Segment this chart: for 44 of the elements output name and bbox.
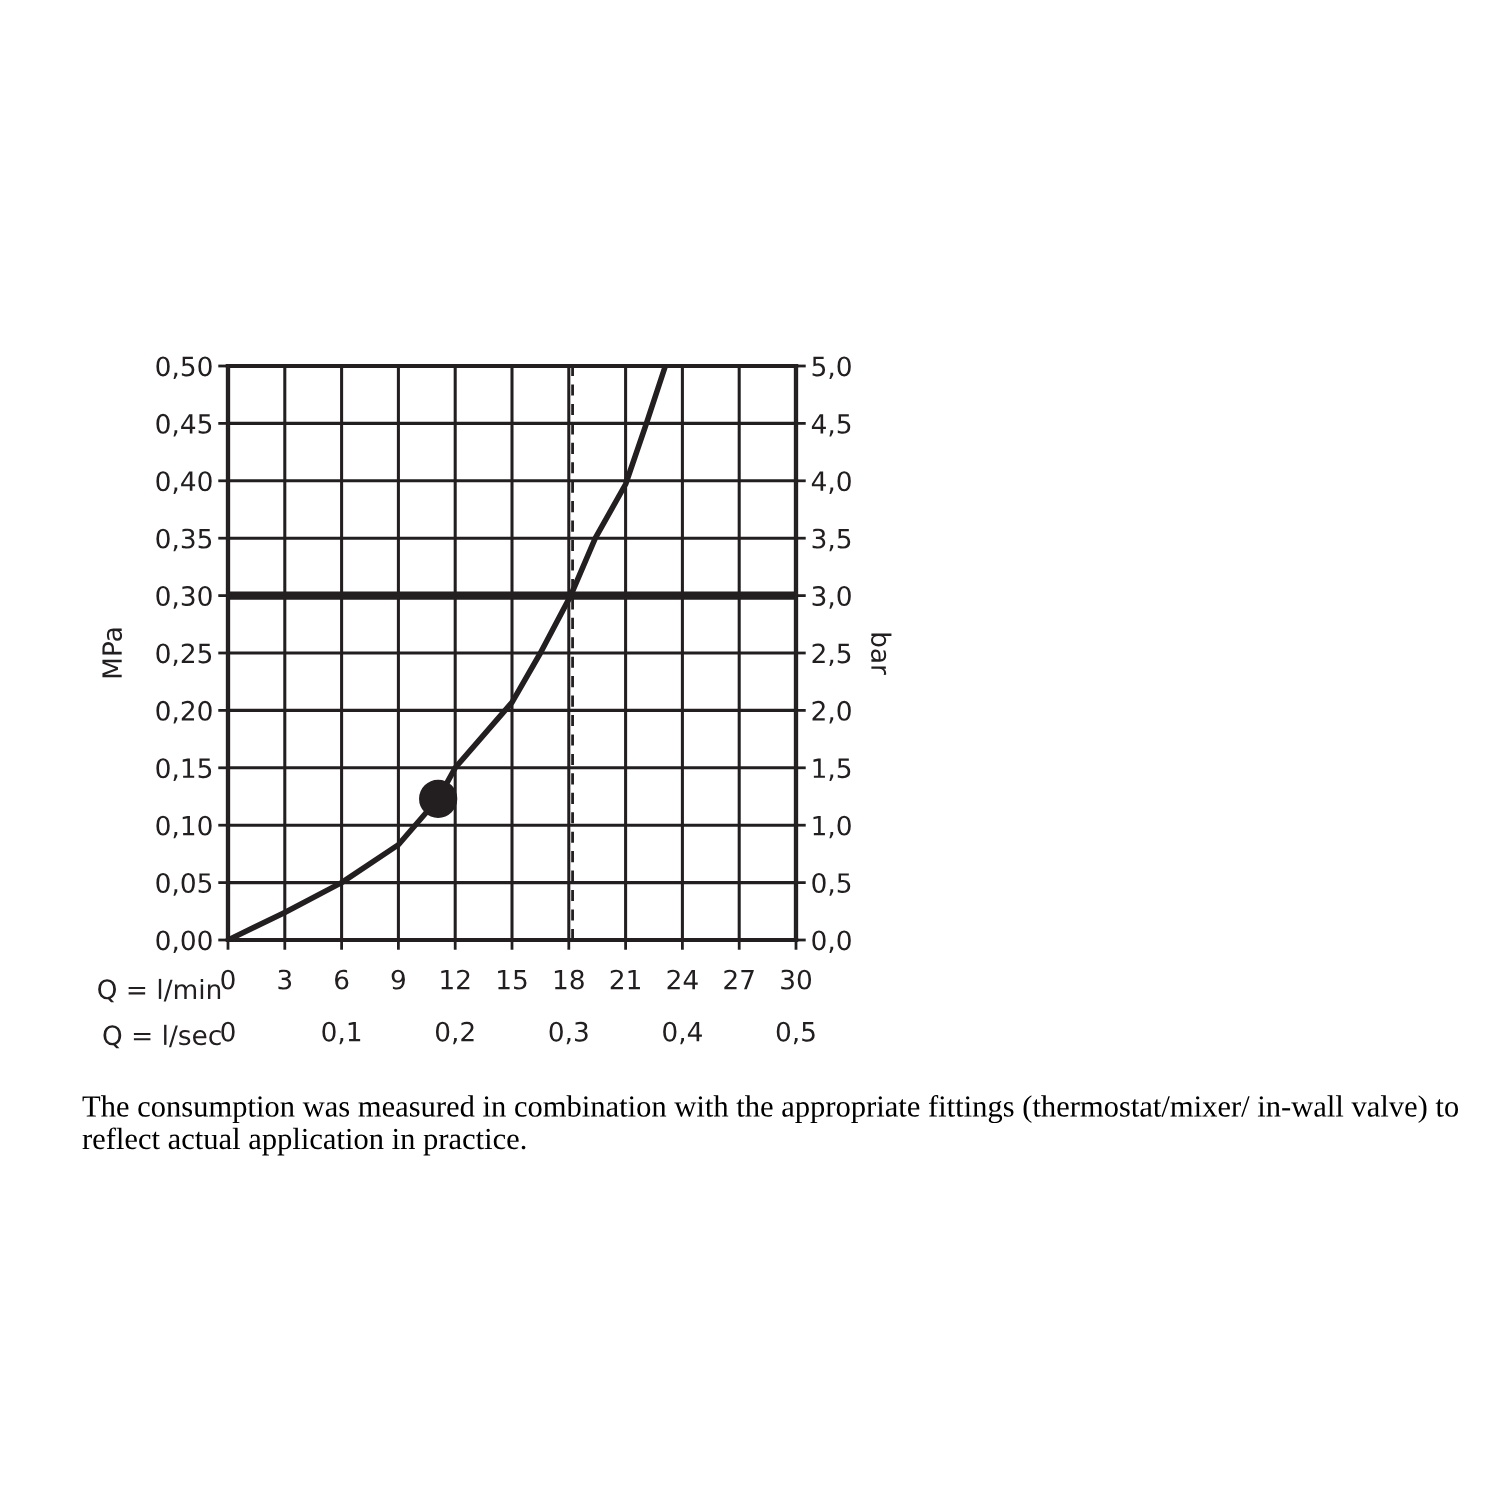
x-tick-label: 21: [610, 969, 640, 990]
x-tick-label: 15: [498, 969, 527, 990]
x-tick-label: 9: [391, 969, 405, 990]
y2-tick-label: 3,0: [812, 586, 851, 609]
y-tick-label: 0,45: [156, 413, 212, 437]
x2-tick-label: 0: [221, 1021, 235, 1042]
y-tick-label: 0,20: [156, 700, 212, 724]
x2-tick-label: 0,3: [549, 1021, 588, 1045]
y2-tick-label: 3,5: [812, 528, 851, 552]
x2-tick-label: 0,2: [435, 1021, 474, 1045]
x2-tick-label: 0,5: [776, 1021, 815, 1045]
y2-tick-label: 1,5: [813, 758, 851, 781]
y-tick-label: 0,25: [156, 643, 212, 667]
y2-tick-label: 1,0: [813, 815, 851, 839]
x-tick-label: 6: [335, 969, 349, 990]
y2-axis-title: bar: [871, 633, 892, 675]
y-tick-label: 0,15: [156, 758, 212, 781]
y2-tick-label: 2,0: [812, 700, 851, 724]
y-tick-label: 0,00: [156, 930, 212, 954]
y2-tick-label: 5,0: [812, 356, 851, 380]
x-tick-label: 24: [667, 969, 698, 990]
x2-tick-label: 0,4: [663, 1021, 702, 1045]
x-tick-label: 0: [221, 969, 235, 990]
x2-tick-label: 0,1: [322, 1021, 361, 1045]
x-tick-label: 3: [278, 969, 292, 990]
y-tick-label: 0,35: [156, 528, 212, 552]
x-tick-label: 30: [781, 969, 812, 990]
x-tick-label: 18: [554, 969, 584, 990]
y2-tick-label: 0,5: [812, 873, 851, 896]
y-axis-title: MPa: [102, 628, 123, 678]
y-tick-label: 0,10: [156, 815, 212, 839]
y-tick-label: 0,40: [156, 471, 212, 494]
y-tick-label: 0,30: [156, 586, 212, 609]
x2-axis-title: Q = l/sec: [103, 1024, 221, 1049]
x-axis-title: Q = l/min: [98, 978, 221, 1003]
y-tick-label: 0,05: [156, 873, 212, 896]
x-tick-label: 12: [441, 969, 470, 990]
y2-tick-label: 4,5: [811, 414, 851, 437]
y2-tick-label: 2,5: [812, 643, 851, 667]
text: The consumption was measured in combination with the appropriate fittings (thermostat/mixer/ in-wall valve) to reflect actual application in practice.: [82, 1095, 1459, 1156]
y2-tick-label: 0,0: [812, 930, 851, 954]
y-tick-label: 0,50: [156, 356, 212, 380]
x-tick-label: 27: [724, 969, 754, 990]
y2-tick-label: 4,0: [811, 471, 851, 494]
